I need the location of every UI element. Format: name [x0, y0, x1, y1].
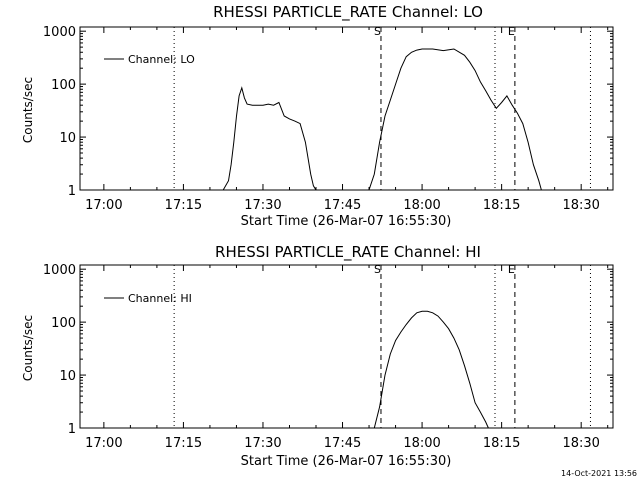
x-tick-label: 18:00: [403, 198, 440, 213]
x-tick-label: 18:15: [483, 436, 520, 451]
chart-panel-hi: RHESSI PARTICLE_RATE Channel: HI Counts/…: [21, 243, 614, 469]
legend: Channel: LO: [104, 53, 195, 66]
x-tick-label: 18:30: [562, 436, 599, 451]
x-tick-label: 17:45: [324, 198, 361, 213]
y-tick-label: 10: [59, 369, 76, 384]
plot-frame: [79, 26, 614, 191]
axis-ticks: [80, 265, 613, 429]
axis-ticks: [80, 27, 613, 191]
legend-entry: Channel: LO: [128, 53, 195, 66]
y-tick-label: 100: [51, 78, 76, 93]
annotation-label: E: [508, 263, 515, 276]
legend-entry: Channel: HI: [128, 292, 192, 305]
plot-frame: [79, 264, 614, 429]
x-axis-label: Start Time (26-Mar-07 16:55:30): [241, 454, 452, 469]
x-axis-tick-labels: 17:00 17:15 17:30 17:45 18:00 18:15 18:30: [85, 436, 600, 451]
x-tick-label: 18:00: [403, 436, 440, 451]
x-tick-label: 17:30: [244, 198, 281, 213]
annotation-label: S: [374, 25, 381, 38]
series-line-hi: [373, 310, 489, 429]
y-tick-label: 1: [68, 184, 76, 199]
footer-timestamp: 14-Oct-2021 13:56: [561, 469, 637, 478]
y-tick-label: 1: [68, 422, 76, 437]
x-tick-label: 17:30: [244, 436, 281, 451]
series-line-lo: [222, 48, 542, 191]
x-tick-label: 17:15: [165, 436, 202, 451]
chart-title: RHESSI PARTICLE_RATE Channel: HI: [215, 243, 481, 262]
y-tick-label: 1000: [43, 263, 76, 278]
legend: Channel: HI: [104, 292, 192, 305]
y-axis-tick-labels: 1 10 100 1000: [43, 263, 76, 437]
y-tick-label: 1000: [43, 25, 76, 40]
x-tick-label: 17:15: [165, 198, 202, 213]
x-axis-tick-labels: 17:00 17:15 17:30 17:45 18:00 18:15 18:30: [85, 198, 600, 213]
x-tick-label: 18:30: [562, 198, 599, 213]
night-markers: [173, 27, 591, 190]
y-axis-tick-labels: 1 10 100 1000: [43, 25, 76, 199]
y-tick-label: 100: [51, 316, 76, 331]
x-tick-label: 17:00: [85, 436, 122, 451]
annotation-label: E: [508, 25, 515, 38]
y-tick-label: 10: [59, 131, 76, 146]
x-tick-label: 17:00: [85, 198, 122, 213]
x-axis-label: Start Time (26-Mar-07 16:55:30): [241, 214, 452, 229]
chart-title: RHESSI PARTICLE_RATE Channel: LO: [213, 3, 483, 22]
chart-panel-lo: RHESSI PARTICLE_RATE Channel: LO Counts/…: [21, 3, 614, 229]
y-axis-label: Counts/sec: [21, 77, 35, 143]
night-markers: [173, 265, 591, 428]
annotation-label: S: [374, 263, 381, 276]
y-axis-label: Counts/sec: [21, 315, 35, 381]
x-tick-label: 17:45: [324, 436, 361, 451]
x-tick-label: 18:15: [483, 198, 520, 213]
